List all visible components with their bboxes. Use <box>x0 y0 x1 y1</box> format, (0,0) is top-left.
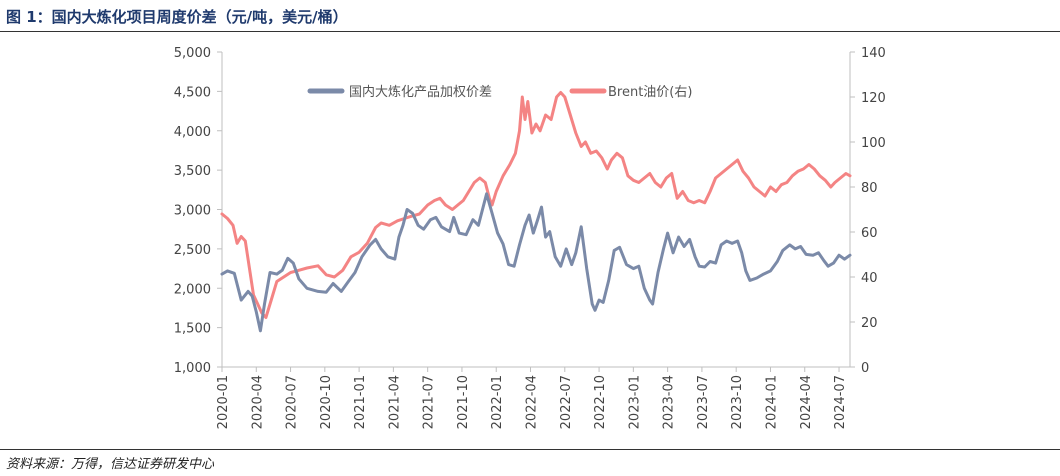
x-tick-label: 2020-04 <box>250 375 265 429</box>
chart-series <box>220 91 852 333</box>
y-left-tick-label: 1,500 <box>174 322 211 337</box>
y-left-tick-label: 2,000 <box>174 282 211 297</box>
x-tick-label: 2020-10 <box>319 375 334 429</box>
x-tick-label: 2021-07 <box>422 375 437 429</box>
x-tick-label: 2021-10 <box>456 375 471 429</box>
y-left-tick-label: 4,000 <box>174 125 211 140</box>
y-left-tick-label: 3,000 <box>174 204 211 219</box>
y-right-tick-label: 140 <box>861 46 886 61</box>
x-tick-label: 2023-01 <box>627 375 642 429</box>
title-rule <box>0 31 1060 32</box>
x-tick-label: 2020-07 <box>285 375 300 429</box>
figure-title: 图 1：国内大炼化项目周度价差（元/吨，美元/桶） <box>6 8 348 26</box>
y-left-tick-label: 1,000 <box>174 361 211 376</box>
x-tick-label: 2021-04 <box>387 375 402 429</box>
x-tick-label: 2022-10 <box>593 375 608 429</box>
y-right-tick-label: 80 <box>861 181 878 196</box>
x-tick-label: 2022-01 <box>490 375 505 429</box>
x-tick-label: 2024-01 <box>764 375 779 429</box>
y-left-tick-label: 3,500 <box>174 164 211 179</box>
x-tick-label: 2022-07 <box>559 375 574 429</box>
x-tick-label: 2024-04 <box>799 375 814 429</box>
y-right-tick-label: 20 <box>861 316 878 331</box>
chart-axes: 1,000 1,500 2,000 2,500 3,000 3,500 4,000 4,500… <box>174 46 886 429</box>
x-tick-label: 2023-04 <box>662 375 677 429</box>
x-tick-label: 2022-04 <box>525 375 540 429</box>
legend-label-brent: Brent油价(右) <box>608 85 692 100</box>
legend-label-spread: 国内大炼化产品加权价差 <box>349 84 492 100</box>
x-tick-label: 2023-10 <box>730 375 745 429</box>
y-left-tick-label: 5,000 <box>174 46 211 61</box>
y-right-tick-label: 120 <box>861 91 886 106</box>
x-tick-label: 2023-07 <box>696 375 711 429</box>
y-right-tick-label: 0 <box>861 361 869 376</box>
y-right-tick-label: 100 <box>861 136 886 151</box>
x-tick-label: 2021-01 <box>353 375 368 429</box>
series-line-spread <box>220 192 852 333</box>
y-left-tick-label: 2,500 <box>174 243 211 258</box>
y-left-tick-label: 4,500 <box>174 85 211 100</box>
series-line-brent <box>220 91 852 319</box>
source-note: 资料来源：万得，信达证券研发中心 <box>6 457 215 472</box>
chart-legend: 国内大炼化产品加权价差 Brent油价(右) <box>307 84 692 100</box>
source-rule <box>0 449 1060 450</box>
x-tick-label: 2024-07 <box>833 375 848 429</box>
y-right-tick-label: 40 <box>861 271 878 286</box>
x-tick-label: 2020-01 <box>216 375 231 429</box>
y-right-tick-label: 60 <box>861 226 878 241</box>
